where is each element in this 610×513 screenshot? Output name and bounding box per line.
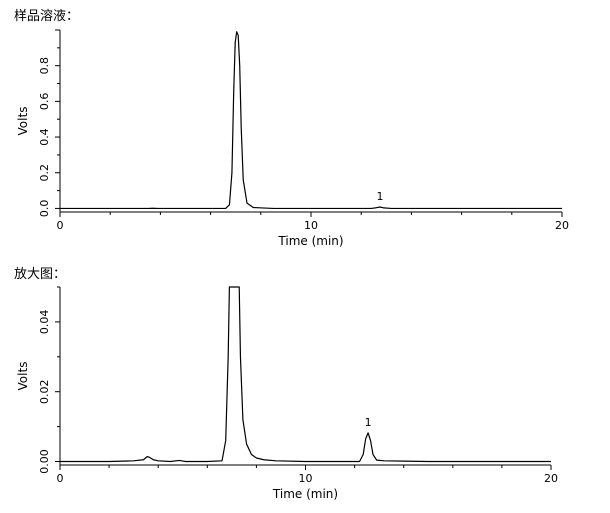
x-tick-label: 20 [555, 219, 569, 232]
x-tick-label: 10 [304, 219, 318, 232]
chart-series: 1 [60, 286, 551, 463]
y-tick-label: 0.6 [38, 93, 51, 111]
chart-heading: 放大图： [14, 267, 66, 282]
x-axis-label: Time (min) [272, 487, 338, 501]
x-tick-label: 0 [57, 219, 64, 232]
series-line [60, 31, 562, 210]
peak-annotation: 1 [377, 190, 384, 203]
x-axis-label: Time (min) [277, 234, 343, 248]
y-tick-label: 0.00 [38, 449, 51, 474]
y-tick-label: 0.0 [38, 200, 51, 218]
peak-annotation: 1 [365, 416, 372, 429]
series-line [60, 286, 551, 463]
chart-sample-solution: 样品溶液： 0 10 200.00.20.40.60.8 1 Time (min) … [14, 9, 569, 248]
x-tick-label: 0 [57, 472, 64, 485]
chart-series: 1 [60, 31, 562, 210]
y-axis-label: Volts [16, 362, 30, 391]
y-tick-label: 0.8 [38, 57, 51, 75]
y-tick-label: 0.02 [38, 379, 51, 404]
y-axis-label: Volts [16, 107, 30, 136]
y-tick-label: 0.04 [38, 310, 51, 335]
chart-zoomed-view: 放大图： 0 10 20 0.00 0.02 0.04 1 Time (min) Volt… [14, 267, 558, 501]
x-tick-label: 20 [544, 472, 558, 485]
y-tick-label: 0.2 [38, 164, 51, 182]
x-tick-label: 10 [299, 472, 313, 485]
chart-axes: 0 10 20 0.0 0.2 0.4 0.6 0.8 [38, 29, 569, 232]
chart-axes: 0 10 20 0.00 0.02 0.04 [38, 286, 558, 485]
y-tick-label: 0.4 [38, 128, 51, 146]
chart-heading: 样品溶液： [14, 9, 79, 24]
